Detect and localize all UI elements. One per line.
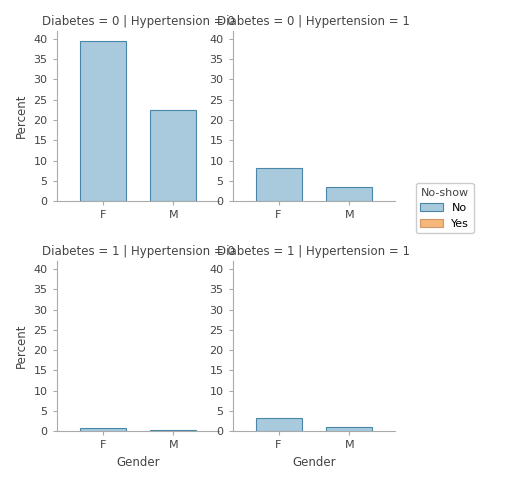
Bar	[326, 187, 372, 201]
Title: Diabetes = 0 | Hypertension = 0: Diabetes = 0 | Hypertension = 0	[42, 15, 235, 28]
Bar	[150, 430, 197, 431]
Bar	[256, 418, 301, 431]
X-axis label: Gender: Gender	[292, 456, 336, 469]
Bar	[256, 194, 301, 201]
Title: Diabetes = 0 | Hypertension = 1: Diabetes = 0 | Hypertension = 1	[217, 15, 410, 28]
Bar	[80, 428, 126, 431]
Bar	[256, 168, 301, 201]
Title: Diabetes = 1 | Hypertension = 0: Diabetes = 1 | Hypertension = 0	[42, 245, 235, 258]
Bar	[256, 428, 301, 431]
Y-axis label: Percent: Percent	[15, 324, 28, 368]
Bar	[326, 197, 372, 201]
Bar	[80, 158, 126, 201]
Bar	[150, 110, 197, 201]
Y-axis label: Percent: Percent	[15, 93, 28, 138]
Bar	[80, 41, 126, 201]
X-axis label: Gender: Gender	[116, 456, 160, 469]
Bar	[326, 426, 372, 431]
Bar	[150, 178, 197, 201]
Title: Diabetes = 1 | Hypertension = 1: Diabetes = 1 | Hypertension = 1	[217, 245, 410, 258]
Legend: No, Yes: No, Yes	[416, 183, 474, 233]
